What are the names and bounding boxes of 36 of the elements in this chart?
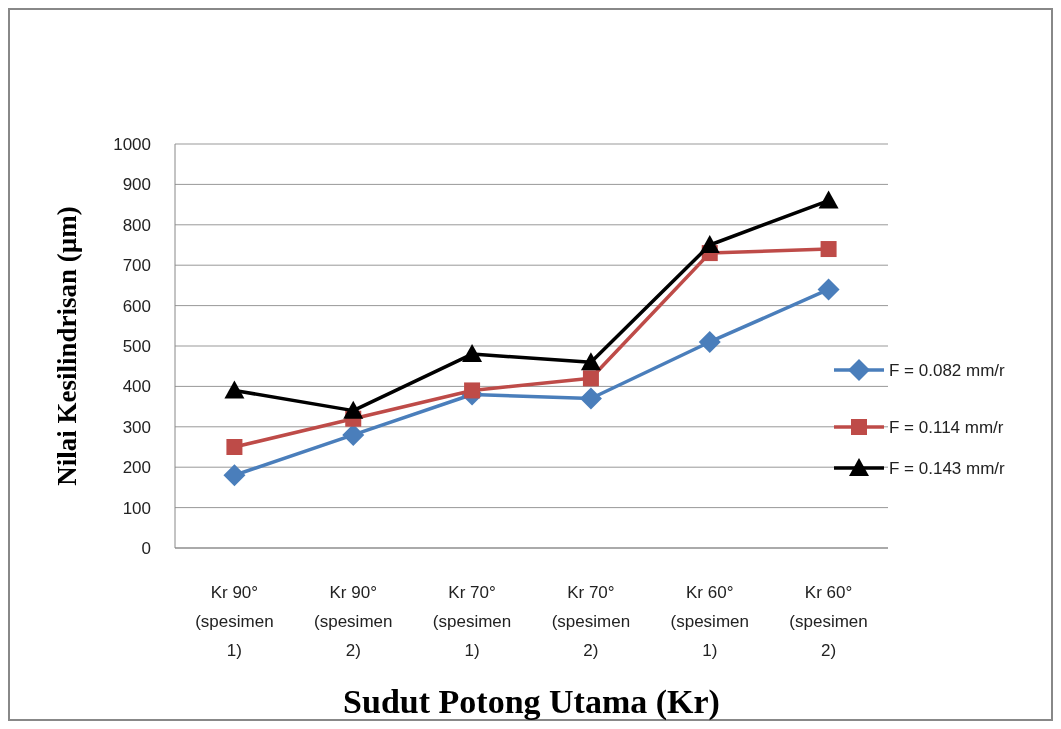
point (582, 370, 599, 387)
point (226, 439, 243, 455)
point (698, 330, 721, 353)
y-tick-label: 100 (122, 498, 151, 518)
x-tick-label: Kr 70° (spesimen 2) (551, 583, 631, 660)
y-tick-label: 1000 (113, 134, 151, 154)
point (818, 190, 839, 209)
point (224, 380, 245, 399)
y-tick-label: 800 (122, 215, 151, 235)
legend-label: F = 0.143 mm/r (889, 458, 1006, 478)
y-tick-label: 300 (122, 417, 151, 437)
point (579, 387, 602, 410)
point (343, 400, 364, 419)
x-tick-label: Kr 90° (spesimen 1) (195, 583, 274, 660)
y-tick-label: 700 (122, 256, 151, 276)
x-tick-label: Kr 60° (spesimen 1) (670, 583, 749, 660)
point (462, 344, 483, 363)
x-axis-title: Sudut Potong Utama (Kr) (343, 683, 720, 721)
y-tick-label: 600 (122, 296, 151, 316)
x-tick-label: Kr 90° (spesimen 2) (314, 583, 393, 660)
point (223, 464, 246, 487)
point (817, 278, 840, 301)
y-axis-title: Nilai Kesilindrisan (µm) (52, 206, 82, 486)
y-tick-label: 200 (122, 458, 151, 478)
legend-label: F = 0.114 mm/r (889, 417, 1004, 437)
point (699, 235, 720, 253)
legend-label: F = 0.082 mm/r (889, 360, 1006, 380)
y-tick-label: 400 (122, 377, 151, 397)
point (580, 352, 601, 371)
y-tick-label: 500 (122, 336, 151, 356)
y-tick-label: 0 (141, 538, 151, 558)
point (464, 382, 481, 399)
point (820, 241, 837, 258)
x-tick-label: Kr 70° (spesimen 1) (432, 583, 512, 660)
x-tick-label: Kr 60° (spesimen 2) (789, 583, 868, 660)
y-tick-label: 900 (122, 175, 151, 195)
